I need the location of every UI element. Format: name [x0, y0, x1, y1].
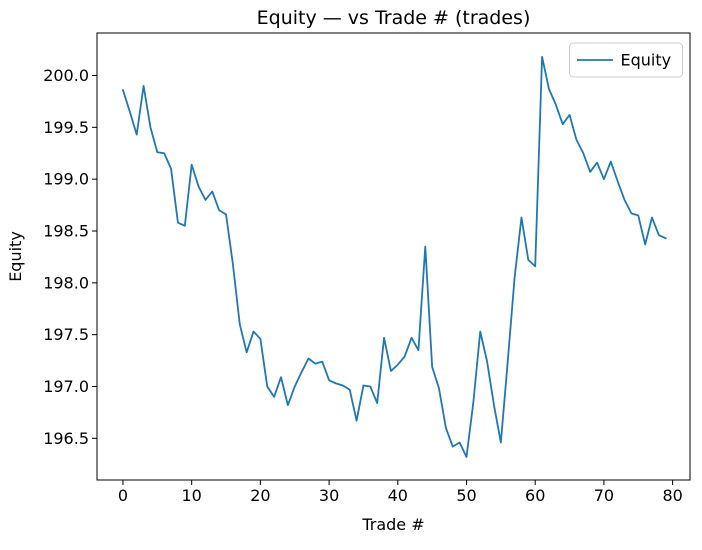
y-tick-label: 199.0	[43, 170, 89, 189]
axes-frame	[96, 32, 691, 481]
y-tick-label: 197.5	[43, 325, 89, 344]
x-tick-label: 20	[250, 486, 270, 505]
x-tick-label: 0	[118, 486, 128, 505]
x-tick-label: 60	[525, 486, 545, 505]
x-tick-label: 50	[456, 486, 476, 505]
x-axis-label: Trade #	[361, 515, 424, 534]
equity-line-series	[122, 55, 667, 458]
y-tick-label: 196.5	[43, 429, 89, 448]
y-tick-label: 198.0	[43, 273, 89, 292]
chart-title: Equity — vs Trade # (trades)	[257, 7, 531, 29]
legend-frame	[569, 42, 683, 78]
x-axis-ticks: 0 10 20 30 40 50 60 70 80	[118, 480, 683, 505]
y-tick-label: 200.0	[43, 66, 89, 85]
x-tick-label: 10	[181, 486, 201, 505]
y-axis-label: Equity	[6, 231, 25, 282]
plot-area	[97, 33, 690, 480]
x-tick-label: 70	[594, 486, 614, 505]
x-tick-label: 40	[388, 486, 408, 505]
legend-entry-label: Equity	[621, 51, 672, 70]
y-tick-label: 199.5	[43, 118, 89, 137]
y-axis-ticks: 196.5 197.0 197.5 198.0 198.5 199.0 199.5 200.0	[43, 66, 97, 448]
y-tick-label: 197.0	[43, 377, 89, 396]
legend-box: Equity	[569, 42, 683, 78]
y-tick-label: 198.5	[43, 221, 89, 240]
x-tick-label: 30	[319, 486, 339, 505]
x-tick-label: 80	[662, 486, 682, 505]
